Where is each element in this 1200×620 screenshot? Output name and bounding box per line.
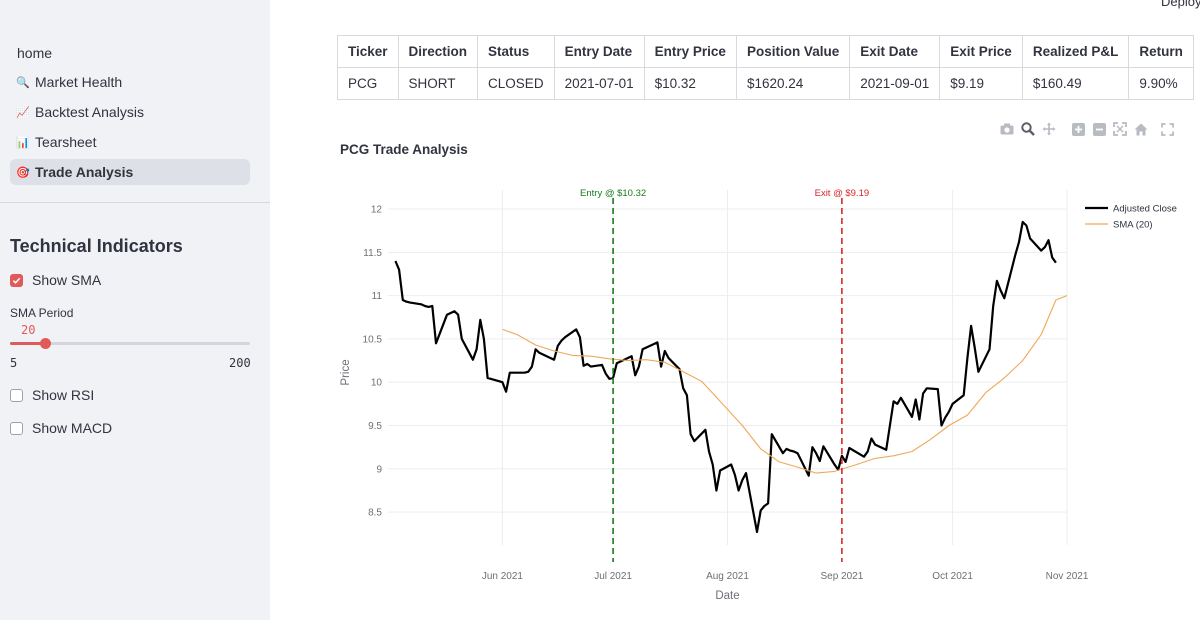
column-header: Entry Price xyxy=(643,35,737,68)
y-tick-label: 8.5 xyxy=(368,508,382,519)
sidebar-item-label: Backtest Analysis xyxy=(35,104,144,120)
sma-line xyxy=(502,295,1068,474)
column-header: Ticker xyxy=(337,35,399,68)
table-cell: PCG xyxy=(337,67,399,100)
chart-title: PCG Trade Analysis xyxy=(340,142,468,157)
table-cell: SHORT xyxy=(397,67,479,100)
sma-period-slider-fill xyxy=(10,342,46,345)
y-tick-label: 10 xyxy=(371,378,383,389)
sidebar-item-trade-analysis[interactable]: 🎯 Trade Analysis xyxy=(10,159,250,185)
sidebar-item-market-health[interactable]: 🔍 Market Health xyxy=(10,69,250,95)
table-cell: 9.90% xyxy=(1128,67,1194,100)
pan-icon[interactable] xyxy=(1040,121,1058,137)
y-tick-label: 12 xyxy=(371,205,383,216)
sma-period-value: 20 xyxy=(21,323,36,337)
sidebar-item-backtest-analysis[interactable]: 📈 Backtest Analysis xyxy=(10,99,250,125)
column-header: Position Value xyxy=(735,35,851,68)
target-icon: 🎯 xyxy=(16,166,30,179)
sidebar-item-label: Market Health xyxy=(35,74,123,90)
deploy-button[interactable]: Deploy xyxy=(1161,0,1200,9)
x-axis-title: Date xyxy=(715,590,739,602)
column-header: Entry Date xyxy=(553,35,645,68)
y-tick-label: 10.5 xyxy=(363,334,383,345)
checkbox-unchecked-icon xyxy=(10,421,23,435)
chart-increasing-icon: 📈 xyxy=(16,106,30,119)
table-cell: $10.32 xyxy=(643,67,737,100)
column-header: Realized P&L xyxy=(1021,35,1130,68)
zoom-icon[interactable] xyxy=(1019,121,1037,137)
show-rsi-checkbox[interactable]: Show RSI xyxy=(10,387,94,403)
legend-label: Adjusted Close xyxy=(1113,204,1177,215)
sma-period-slider-track[interactable] xyxy=(10,342,250,345)
legend-label: SMA (20) xyxy=(1113,220,1153,231)
show-sma-label: Show SMA xyxy=(32,272,102,288)
y-tick-label: 9 xyxy=(376,464,382,475)
fullscreen-icon[interactable] xyxy=(1158,121,1176,137)
column-header: Exit Price xyxy=(939,35,1023,68)
sidebar-item-home[interactable]: home xyxy=(10,40,250,66)
entry-annotation: Entry @ $10.32 xyxy=(580,188,646,199)
x-tick-label: Jul 2021 xyxy=(594,571,632,582)
sidebar-item-label: Tearsheet xyxy=(35,134,97,150)
y-axis-title: Price xyxy=(340,359,352,385)
reset-axes-icon[interactable] xyxy=(1132,121,1150,137)
show-sma-checkbox[interactable]: Show SMA xyxy=(10,272,101,288)
y-tick-label: 11 xyxy=(372,291,383,302)
sidebar-item-label: home xyxy=(17,45,53,61)
column-header: Return xyxy=(1128,35,1194,68)
trade-table: Ticker Direction Status Entry Date Entry… xyxy=(337,35,1194,100)
table-cell: CLOSED xyxy=(477,67,555,100)
column-header: Exit Date xyxy=(849,35,941,68)
bar-chart-icon: 📊 xyxy=(16,136,30,149)
sma-period-label: SMA Period xyxy=(10,306,74,320)
camera-icon[interactable] xyxy=(998,121,1016,137)
sidebar-item-tearsheet[interactable]: 📊 Tearsheet xyxy=(10,129,250,155)
magnifier-icon: 🔍 xyxy=(16,76,30,89)
technical-indicators-heading: Technical Indicators xyxy=(10,236,183,256)
checkbox-checked-icon xyxy=(10,273,23,287)
table-cell: $160.49 xyxy=(1021,67,1130,100)
x-tick-label: Jun 2021 xyxy=(482,571,524,582)
show-macd-checkbox[interactable]: Show MACD xyxy=(10,420,112,436)
show-rsi-label: Show RSI xyxy=(32,387,95,403)
trade-analysis-chart[interactable]: 8.5 9 9.5 10 10.5 11 11.5 12 Jun 2021 Jul 2021 Aug… xyxy=(330,185,1190,605)
sidebar-item-label: Trade Analysis xyxy=(35,164,134,180)
autoscale-icon[interactable] xyxy=(1111,121,1129,137)
x-tick-label: Sep 2021 xyxy=(820,571,863,582)
x-tick-label: Oct 2021 xyxy=(932,571,973,582)
zoom-in-icon[interactable] xyxy=(1069,121,1087,137)
table-cell: 2021-09-01 xyxy=(849,67,941,100)
chart-modebar xyxy=(998,120,1179,138)
table-cell: $9.19 xyxy=(939,67,1023,100)
sidebar-divider xyxy=(0,202,270,203)
zoom-out-icon[interactable] xyxy=(1090,121,1108,137)
column-header: Status xyxy=(477,35,555,68)
show-macd-label: Show MACD xyxy=(32,420,113,436)
column-header: Direction xyxy=(397,35,479,68)
exit-annotation: Exit @ $9.19 xyxy=(815,188,870,199)
slider-max-label: 200 xyxy=(229,356,251,370)
table-cell: $1620.24 xyxy=(735,67,851,100)
table-cell: 2021-07-01 xyxy=(553,67,645,100)
sidebar: home 🔍 Market Health 📈 Backtest Analysis… xyxy=(0,0,270,620)
sma-period-slider-thumb[interactable] xyxy=(39,338,51,349)
table-row: PCG SHORT CLOSED 2021-07-01 $10.32 $1620… xyxy=(337,67,1194,100)
checkbox-unchecked-icon xyxy=(10,388,23,402)
slider-min-label: 5 xyxy=(10,356,18,370)
x-tick-label: Aug 2021 xyxy=(706,571,749,582)
adjusted-close-line xyxy=(394,220,1057,534)
x-tick-label: Nov 2021 xyxy=(1046,571,1089,582)
y-tick-label: 11.5 xyxy=(363,248,382,259)
y-tick-label: 9.5 xyxy=(368,421,382,432)
table-header-row: Ticker Direction Status Entry Date Entry… xyxy=(337,35,1194,68)
